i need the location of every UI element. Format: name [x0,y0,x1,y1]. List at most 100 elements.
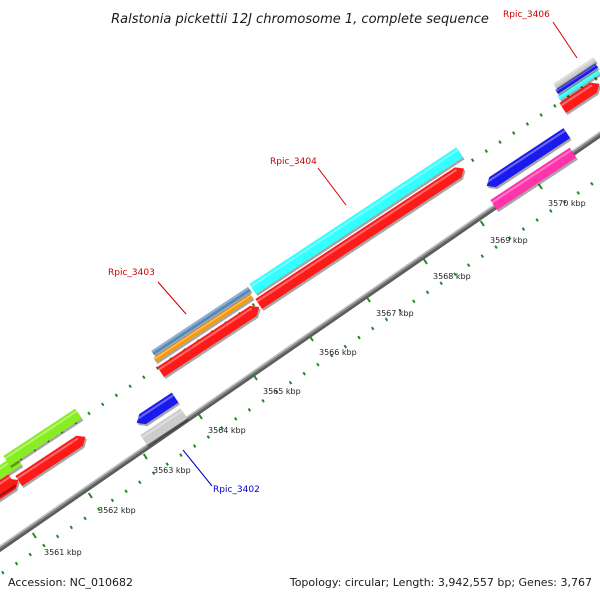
tick-labels: 3561 kbp 3562 kbp 3563 kbp 3564 kbp 3565… [44,199,586,557]
inner-tick [165,462,169,467]
inner-tick [110,498,115,503]
gene-features [0,57,600,503]
accession-text: Accession: NC_010682 [8,576,133,589]
blue-cds-3405-highlight [484,129,566,185]
major-tick [479,220,485,227]
label-connectors [157,21,578,487]
inner-tick [398,308,402,313]
outer-tick [484,149,489,154]
outer-tick [155,366,160,371]
cds-red-left-highlight [16,437,79,480]
inner-tick [261,398,265,403]
inner-tick [425,290,430,295]
inner-tick [247,407,252,412]
gene-label-rpic-3406[interactable]: Rpic_3406 [503,10,550,20]
gene-label-rpic-3402[interactable]: Rpic_3402 [213,485,260,495]
cds-red-bottom-left-highlight [0,476,11,485]
inner-tick [206,435,211,439]
tick-label-3568: 3568 kbp [433,272,471,281]
outer-tick [594,76,598,81]
magenta-feature-3405[interactable] [490,147,577,210]
inner-tick [384,317,389,322]
cyan-feature-3404[interactable] [249,147,463,294]
connector-rpic-3403 [157,281,187,315]
inner-tick [329,353,334,358]
major-tick [87,492,93,499]
inner-tick [97,507,101,512]
outer-tick [525,122,530,126]
outer-tick [87,411,91,416]
cds-red-3404[interactable] [255,167,465,309]
steelblue-feature-3403[interactable] [151,286,251,355]
inner-tick [466,263,471,268]
grey-feature-3406[interactable] [553,57,597,88]
cds-red-bottom-left[interactable] [0,474,16,501]
outer-tick [251,302,256,307]
outer-tick [553,104,557,108]
tick-label-3567: 3567 kbp [376,309,414,318]
inner-tick [371,326,375,331]
inner-tick [453,272,457,277]
major-tick [537,183,543,190]
inner-tick [14,561,19,566]
outer-tick [470,158,475,163]
connector-rpic-3404 [317,167,347,206]
inner-tick [343,344,348,349]
blue-cds-3402[interactable] [136,392,179,425]
cyan-feature-3404-highlight [250,149,459,288]
inner-tick [28,552,32,557]
inner-tick [480,254,485,259]
blue-feature-3406[interactable] [555,63,599,94]
tick-label-3564: 3564 kbp [208,426,246,435]
grey-feature-3402[interactable] [140,408,188,445]
magenta-feature-3405-highlight [491,149,572,204]
cds-red-left[interactable] [15,435,86,486]
inner-tick [69,525,74,530]
inner-tick [562,200,567,204]
inner-tick [1,570,5,575]
cds-red-3406[interactable] [559,82,600,113]
inner-tick [302,371,306,376]
inner-tick [590,181,594,186]
inner-tick [220,426,224,430]
inner-tick [508,236,512,240]
blue-cds-3402-highlight [134,394,174,422]
major-tick [197,413,203,420]
major-tick [365,296,371,303]
inner-tick [549,209,553,213]
green-feature-left-highlight [4,410,78,460]
inner-tick [521,227,526,231]
grey-feature-3402-highlight [141,410,183,439]
cyan-feature-3406[interactable] [557,69,600,100]
major-tick [142,453,148,460]
outer-tick [142,375,146,380]
gene-label-rpic-3403[interactable]: Rpic_3403 [108,268,155,278]
inner-tick [535,218,539,222]
outer-tick [539,113,543,117]
tick-label-3562: 3562 kbp [98,506,136,515]
tick-label-3570: 3570 kbp [548,199,586,208]
orange-feature-3403[interactable] [153,293,253,362]
major-tick [308,335,314,342]
inner-tick [55,534,60,539]
green-feature-left[interactable] [3,408,82,466]
inner-tick [357,335,361,340]
inner-tick [83,516,87,521]
outer-tick [512,131,516,135]
cds-red-3403[interactable] [157,305,260,377]
topology-text: Topology: circular; Length: 3,942,557 bp… [289,576,592,589]
connector-rpic-3402 [182,449,213,487]
inner-tick [288,380,293,385]
tick-label-3569: 3569 kbp [490,236,528,245]
inner-tick [179,453,183,457]
gene-label-rpic-3404[interactable]: Rpic_3404 [270,157,317,167]
inner-tick [412,299,416,304]
cds-red-3406-highlight [560,84,593,107]
inner-tick [439,281,443,286]
blue-cds-3405[interactable] [486,128,571,188]
outer-tick [498,140,502,144]
connector-rpic-3406 [552,21,578,59]
inner-tick [316,362,320,367]
inner-tick [138,480,142,485]
